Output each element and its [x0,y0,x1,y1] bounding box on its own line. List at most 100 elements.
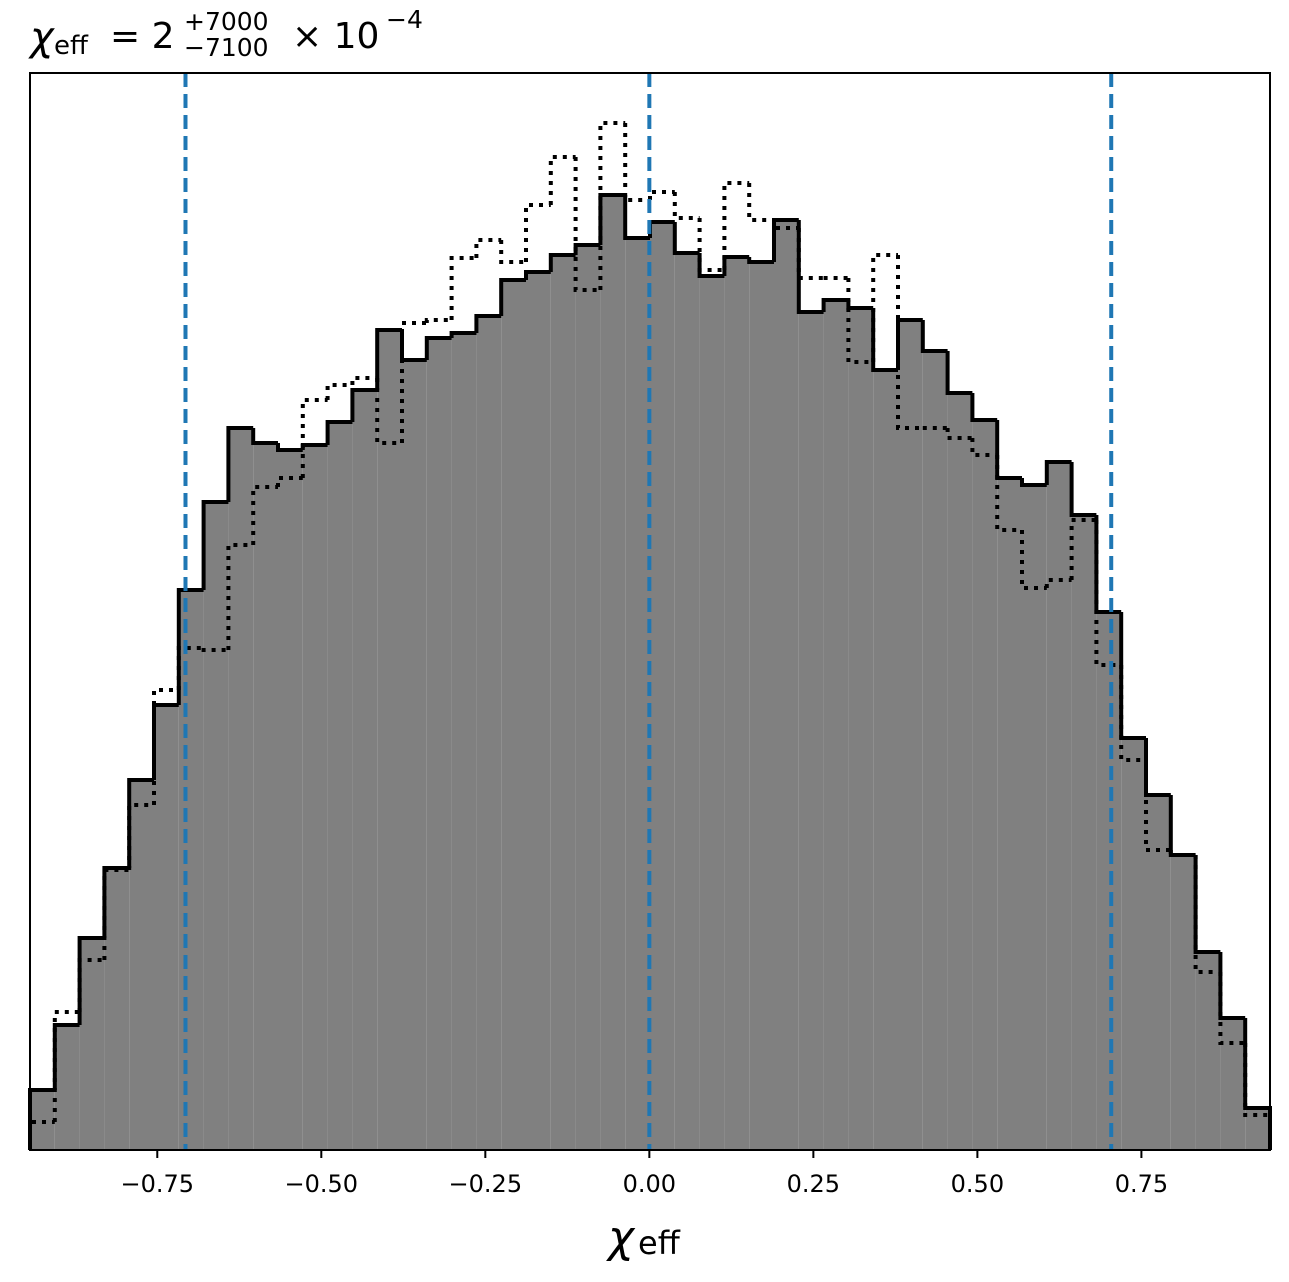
step-solid [896,318,923,370]
step-dotted [871,253,898,362]
step-dotted [970,438,998,457]
bar [79,938,105,1150]
step-solid [325,420,353,445]
bar [203,502,229,1150]
step-solid [276,443,303,452]
step-dotted [1069,518,1097,580]
x-tick-label: 0.50 [951,1170,1004,1198]
bar [724,257,750,1150]
bar [774,220,799,1150]
step-dotted [598,121,626,290]
bar [550,255,576,1150]
step-solid [300,443,328,450]
x-tick-label: 0.75 [1115,1170,1168,1198]
step-dotted [747,183,774,222]
step-solid [251,428,278,445]
step-dotted [52,1010,80,1122]
bar [699,276,725,1150]
step-dotted [1193,855,1221,974]
step-dotted [623,123,650,202]
step-dotted [648,190,675,200]
bar [749,262,774,1150]
bar [426,338,452,1150]
step-solid [573,243,601,255]
step-solid [226,426,254,502]
step-dotted [896,255,923,430]
step-dotted [945,428,973,440]
title-lower: −7100 [184,33,269,62]
step-solid [499,278,526,316]
bar [997,478,1022,1150]
x-label-symbol: χ [606,1212,636,1263]
step-solid [623,195,650,240]
step-dotted [1044,578,1072,588]
bar [178,590,204,1150]
bar [674,253,700,1150]
x-tick-label: −0.75 [121,1170,195,1198]
bar [1195,952,1221,1150]
bar [575,245,601,1150]
step-solid [821,298,849,312]
step-dotted [350,376,378,385]
step-dotted [548,155,576,205]
step-solid [102,866,130,938]
step-dotted [400,321,427,443]
bar [823,300,849,1150]
step-dotted [524,203,551,262]
step-solid [970,393,998,422]
step-dotted [697,218,725,272]
step-solid [152,703,179,780]
bar [476,316,502,1150]
step-solid [1069,462,1097,517]
step-solid [176,588,204,705]
x-tick-label: −0.50 [285,1170,359,1198]
title-base: = 2 [110,16,175,57]
title-exponent: −4 [386,5,423,34]
step-solid [375,328,402,390]
bar [1121,738,1146,1150]
x-tick-label: 0.25 [787,1170,840,1198]
step-solid [350,388,378,422]
bar [600,195,626,1150]
step-solid [524,270,551,280]
step-solid [697,253,725,278]
step-solid [449,331,477,338]
bar [922,351,948,1150]
bar [54,1025,80,1150]
title-symbol: χ [28,14,55,60]
bar [352,390,378,1150]
step-solid [1094,515,1122,614]
bar [253,443,278,1150]
bar [1146,795,1171,1150]
step-dotted [995,455,1022,532]
bar [1022,485,1047,1150]
step-solid [1020,478,1047,487]
step-solid [1144,738,1171,797]
step-solid [474,314,502,333]
step-dotted [499,240,526,264]
bar [302,445,328,1150]
step-solid [77,936,105,1025]
step-dotted [424,318,452,323]
bar [1046,462,1072,1150]
title-upper: +7000 [184,7,269,36]
step-dotted [449,256,477,320]
bar [154,705,179,1150]
step-solid [672,222,700,255]
step-dotted [325,383,353,400]
step-dotted [474,238,502,258]
step-solid [400,330,427,362]
bar [798,312,824,1150]
bar [501,280,526,1150]
x-tick-label: 0.00 [623,1170,676,1198]
bar [1096,612,1122,1150]
bar [228,428,254,1150]
step-solid [1119,612,1146,740]
bar [129,780,154,1150]
bar [377,330,402,1150]
title-subscript: eff [54,31,89,61]
step-dotted [226,543,254,650]
step-solid [747,257,774,264]
step-solid [52,1023,80,1090]
bar [104,868,130,1150]
